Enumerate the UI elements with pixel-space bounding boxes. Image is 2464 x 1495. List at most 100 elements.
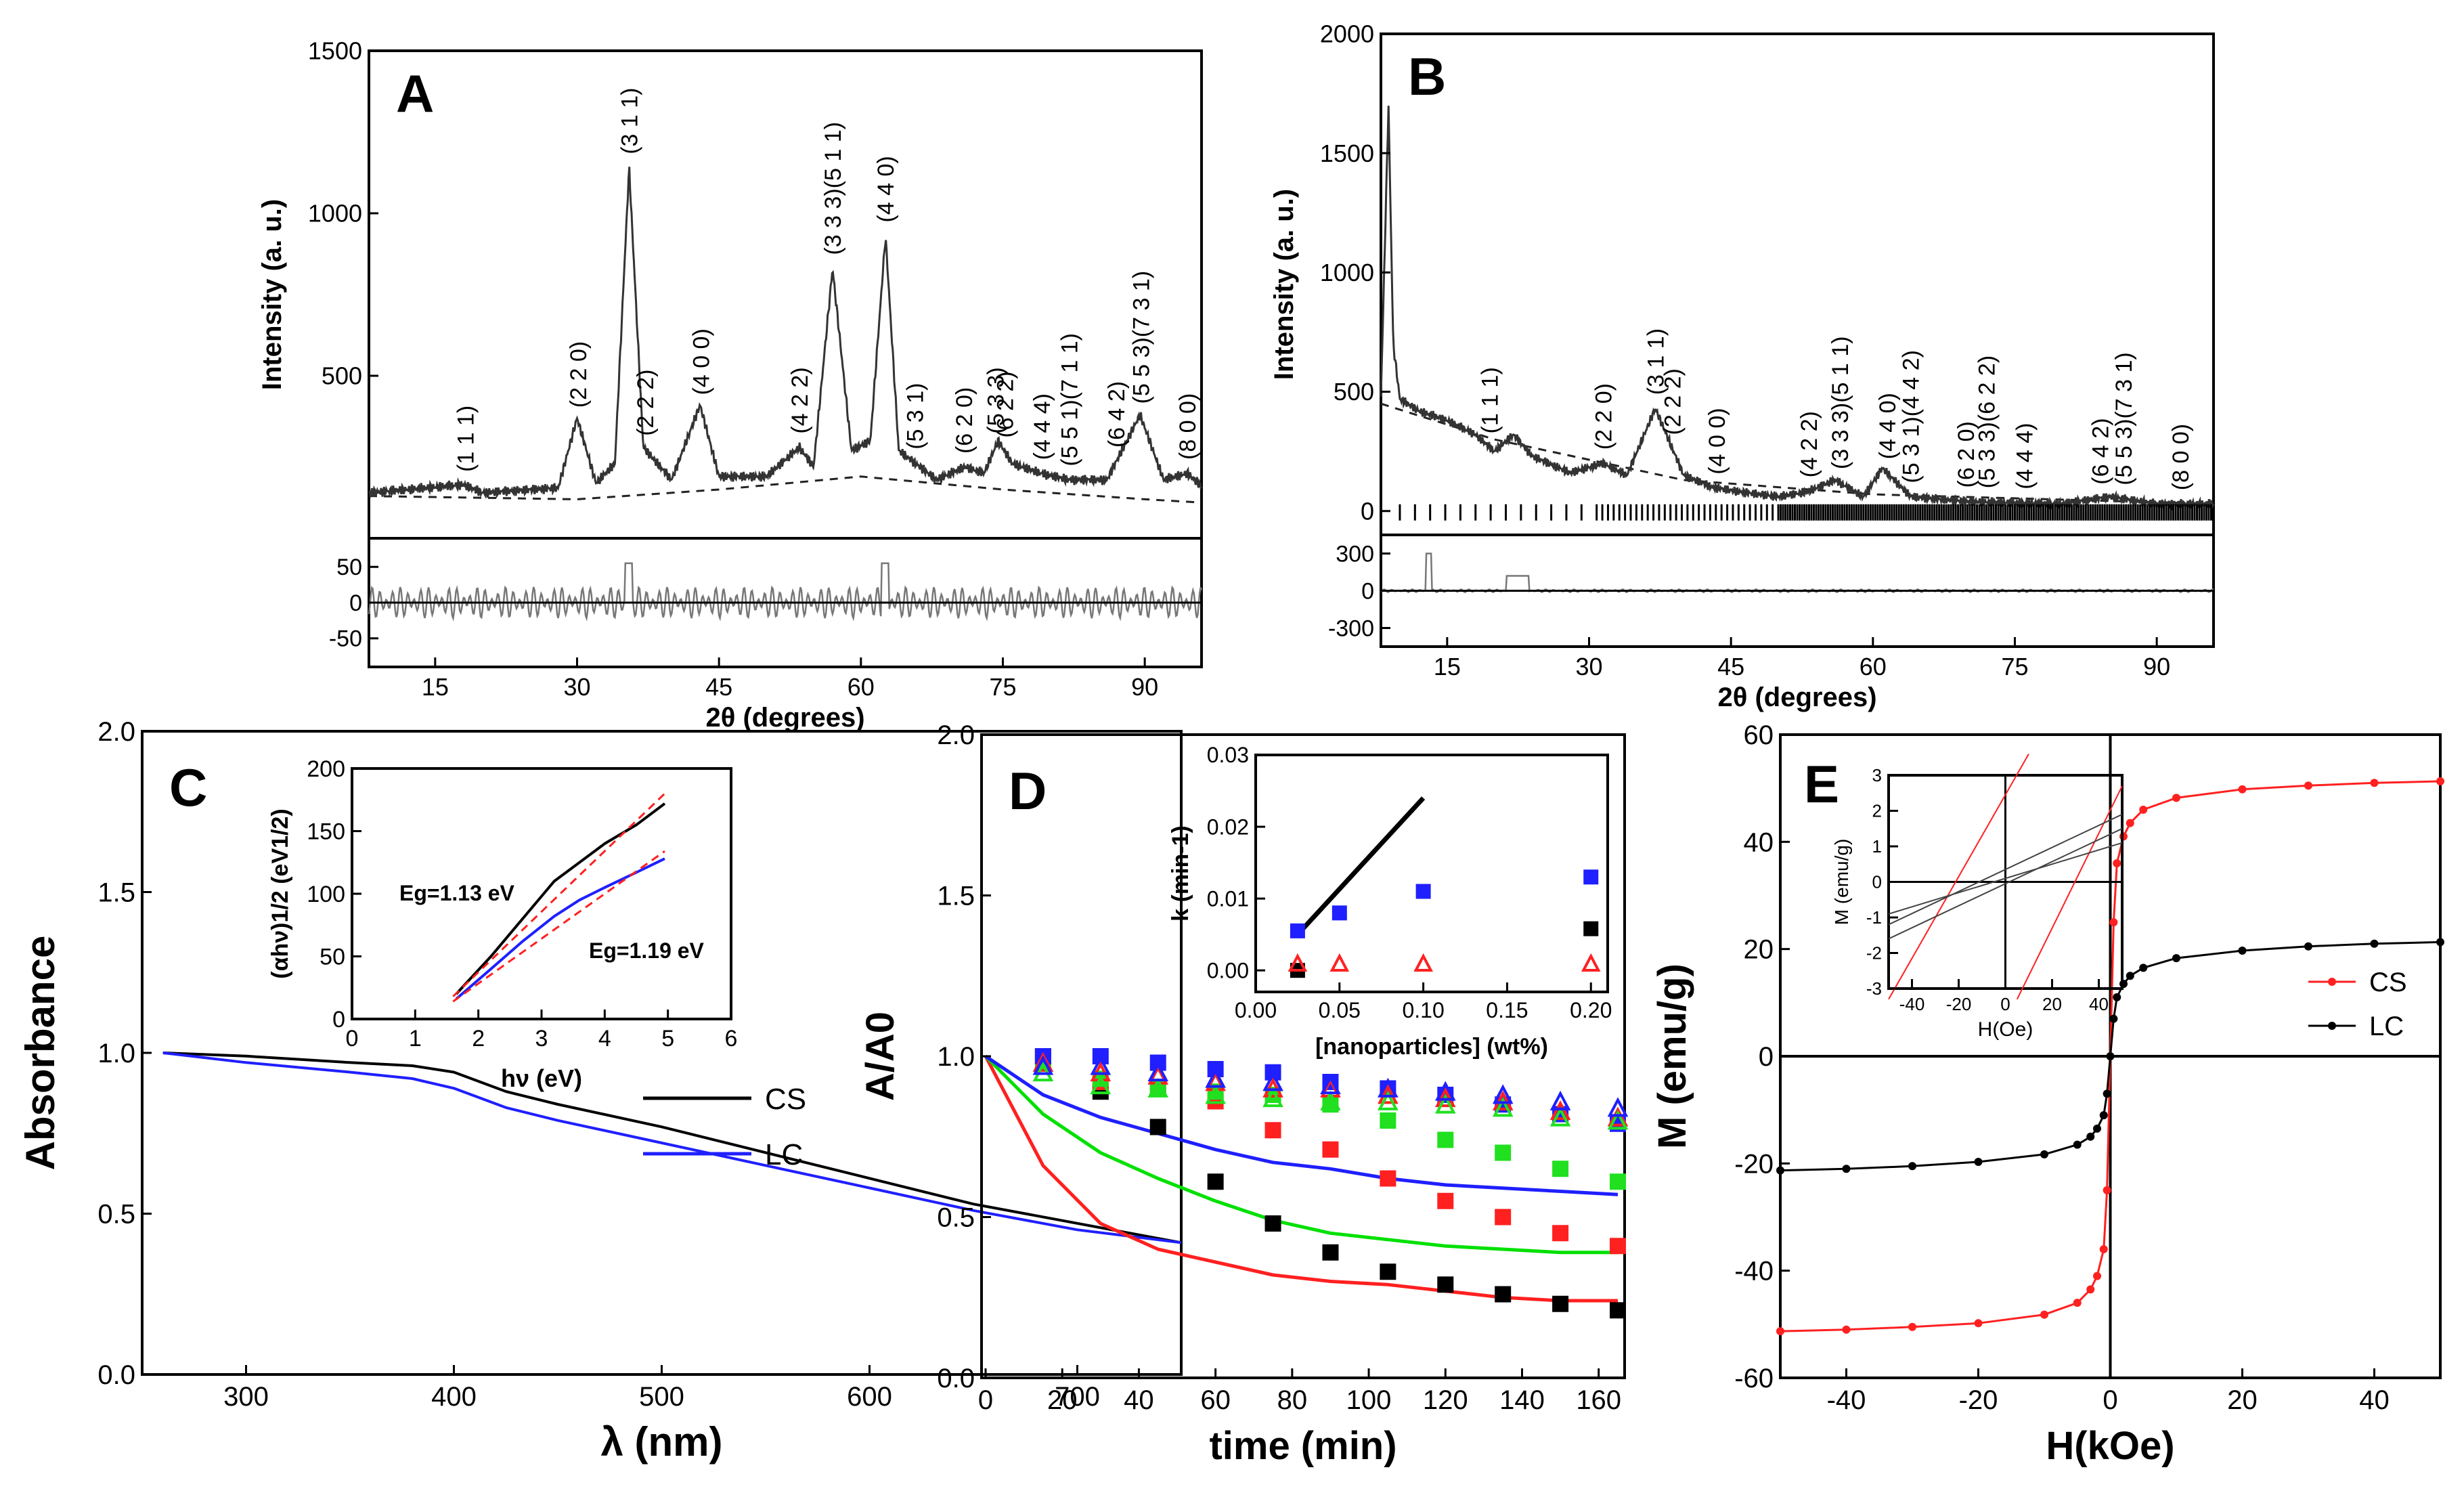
data-point — [1378, 1077, 1399, 1098]
y-tick-label: 3 — [1872, 765, 1882, 785]
data-point — [1552, 1295, 1569, 1312]
peak-label: (1 1 1) — [454, 406, 479, 472]
x-tick-label: 15 — [422, 673, 449, 701]
x-tick-label: 160 — [1576, 1385, 1621, 1415]
data-point — [1264, 1122, 1281, 1139]
inset-series — [455, 802, 666, 995]
series-point — [2093, 1124, 2101, 1133]
series-point — [1776, 1166, 1784, 1175]
panel-label: A — [396, 64, 434, 123]
inset-point — [1329, 953, 1350, 972]
inset-x-label: H(Oe) — [1978, 1018, 2033, 1041]
panel-label: D — [1009, 761, 1047, 821]
series-point — [2040, 1310, 2048, 1319]
x-tick-label: 15 — [1434, 653, 1461, 680]
inset-annotation: Eg=1.19 eV — [589, 938, 705, 963]
data-point — [1147, 1062, 1169, 1082]
series-point — [2073, 1299, 2082, 1307]
data-point — [1032, 1052, 1054, 1072]
series-point — [2436, 938, 2444, 947]
inset-lc-branch — [1888, 813, 2123, 926]
x-tick-label: 1 — [409, 1026, 422, 1052]
panel-label: E — [1804, 754, 1839, 814]
panel-D: 0 20 40 60 80 100 120 140 160 0.0 0.5 1.0 1.5 2.0 time… — [858, 720, 1629, 1468]
residual-curve — [368, 562, 1203, 622]
peak-label: (6 2 0) — [1954, 421, 1979, 488]
legend-swatch-dot — [2328, 978, 2336, 986]
series-point — [1974, 1319, 1983, 1328]
peak-label: (1 1 1) — [1478, 367, 1503, 433]
y-tick-label: 50 — [336, 555, 362, 580]
series-point — [2304, 942, 2312, 951]
peak-label: (2 2 2) — [1660, 368, 1686, 435]
legend-label: LC — [2369, 1012, 2404, 1041]
panel-label: B — [1408, 47, 1446, 106]
series-point — [2109, 1014, 2118, 1023]
data-point — [1205, 1084, 1226, 1104]
y-tick-label: 50 — [320, 944, 345, 970]
peak-label: (3 3 3)(5 1 1) — [820, 122, 846, 255]
inset-fit-line — [1296, 796, 1426, 936]
series-point — [1908, 1162, 1916, 1171]
x-tick-label: 0 — [2103, 1385, 2117, 1415]
x-tick-label: 4 — [598, 1026, 611, 1052]
peak-label: (3 1 1) — [617, 88, 642, 154]
y-tick-label: -60 — [1734, 1364, 1774, 1393]
data-point — [1607, 1097, 1629, 1117]
y-tick-label: 0.02 — [1207, 815, 1249, 839]
data-point — [1437, 1131, 1454, 1148]
y-tick-label: 40 — [1744, 827, 1774, 857]
data-point — [1552, 1161, 1569, 1177]
data-point — [1262, 1071, 1283, 1091]
observed-pattern — [1380, 106, 2215, 511]
x-tick-label: 2 — [472, 1026, 485, 1052]
x-tick-label: 300 — [223, 1382, 269, 1412]
y-tick-label: 0.03 — [1207, 743, 1249, 767]
inset-point — [1332, 905, 1347, 921]
y-tick-label: 0 — [1759, 1042, 1774, 1072]
data-point — [1552, 1225, 1569, 1242]
peak-label: (4 4 0) — [1875, 393, 1901, 459]
y-tick-label: 0.0 — [937, 1364, 975, 1393]
series-point — [2172, 794, 2180, 802]
data-point — [1549, 1106, 1571, 1127]
y-tick-label: 2 — [1872, 801, 1882, 821]
series-point — [2113, 993, 2121, 1001]
fit-line — [984, 1054, 1619, 1196]
y-tick-label: -50 — [329, 626, 362, 652]
series-point — [2040, 1150, 2048, 1158]
peak-label: (4 0 0) — [1704, 408, 1730, 474]
x-tick-label: 90 — [1131, 673, 1158, 701]
peak-label: (5 3 3)(6 2 2) — [1975, 355, 2000, 489]
x-tick-label: 6 — [725, 1026, 738, 1052]
series-point — [2103, 1089, 2111, 1098]
inset-point — [1583, 869, 1599, 885]
x-tick-label: 600 — [847, 1382, 892, 1412]
inset-lc-branch — [1888, 842, 2123, 915]
y-tick-label: 0 — [349, 590, 362, 616]
data-point — [1607, 1110, 1629, 1130]
series-point — [2093, 1272, 2101, 1280]
x-tick-label: 20 — [2042, 994, 2062, 1014]
data-point — [1264, 1215, 1281, 1232]
y-tick-label: 1.5 — [97, 878, 135, 908]
series-point — [2370, 939, 2379, 948]
data-point — [1549, 1100, 1571, 1121]
series-CS — [162, 1052, 1182, 1244]
background-curve — [368, 475, 1202, 504]
data-point — [1207, 1173, 1224, 1190]
y-tick-label: -300 — [1328, 615, 1374, 641]
y-tick-label: 60 — [1744, 720, 1774, 750]
y-tick-label: 1500 — [308, 37, 362, 65]
data-point — [1032, 1055, 1054, 1075]
inset-point — [1415, 884, 1431, 899]
inset-point — [1413, 953, 1433, 972]
inset-y-label: (αhν)1/2 (eV1/2) — [267, 808, 293, 978]
y-tick-label: 0 — [1361, 497, 1374, 525]
x-tick-label: 30 — [1575, 653, 1602, 680]
series-point — [2238, 947, 2247, 955]
x-tick-label: 3 — [535, 1026, 548, 1052]
y-axis-label: Intensity (a. u.) — [1269, 189, 1299, 380]
